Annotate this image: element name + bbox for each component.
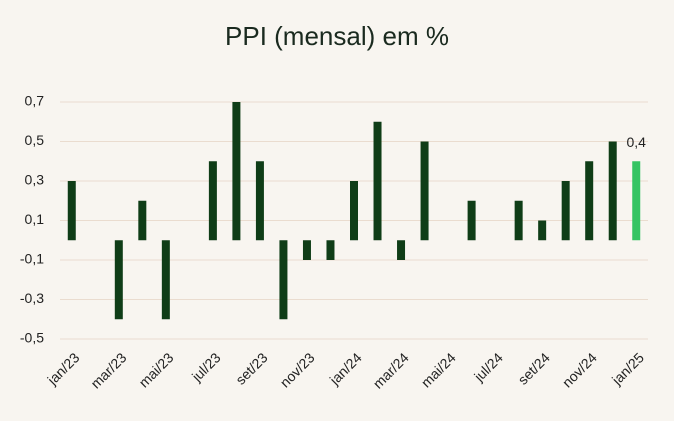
x-tick-label: mar/23 <box>87 349 129 391</box>
x-tick-label: mar/24 <box>370 349 412 391</box>
x-tick-label: jan/23 <box>43 349 82 388</box>
bar <box>397 240 406 260</box>
bar <box>514 200 523 241</box>
x-tick-label: nov/24 <box>559 349 600 390</box>
bar <box>232 102 241 241</box>
bar <box>114 240 123 320</box>
y-tick-label: 0,3 <box>25 172 45 188</box>
y-tick-label: -0,1 <box>20 251 44 267</box>
bar <box>302 240 311 260</box>
data-label: 0,4 <box>627 134 647 150</box>
bar <box>138 200 147 241</box>
bar <box>161 240 170 320</box>
x-tick-label: jan/24 <box>326 349 365 388</box>
y-tick-label: -0,5 <box>20 330 44 346</box>
y-tick-label: 0,1 <box>25 211 45 227</box>
bar <box>326 240 335 260</box>
x-tick-label: set/23 <box>232 349 270 387</box>
bar <box>608 141 617 241</box>
bar <box>632 161 641 241</box>
bar <box>279 240 288 320</box>
x-tick-label: nov/23 <box>277 349 318 390</box>
x-tick-label: jan/25 <box>608 349 647 388</box>
y-tick-label: 0,5 <box>25 132 45 148</box>
x-tick-label: jul/24 <box>470 349 506 385</box>
bar <box>373 121 382 241</box>
chart-title: PPI (mensal) em % <box>225 21 449 51</box>
bar <box>350 181 358 241</box>
x-tick-label: mai/24 <box>418 349 459 390</box>
bar <box>420 141 429 241</box>
bar <box>208 161 217 241</box>
bar <box>561 181 570 241</box>
y-tick-label: 0,7 <box>25 93 45 109</box>
x-tick-label: mai/23 <box>136 349 177 390</box>
bar <box>538 220 547 241</box>
x-tick-label: set/24 <box>515 349 553 387</box>
bar <box>67 181 76 241</box>
bar <box>585 161 594 241</box>
x-tick-label: jul/23 <box>188 349 224 385</box>
bar <box>255 161 264 241</box>
y-tick-label: -0,3 <box>20 290 44 306</box>
bar <box>467 200 476 241</box>
